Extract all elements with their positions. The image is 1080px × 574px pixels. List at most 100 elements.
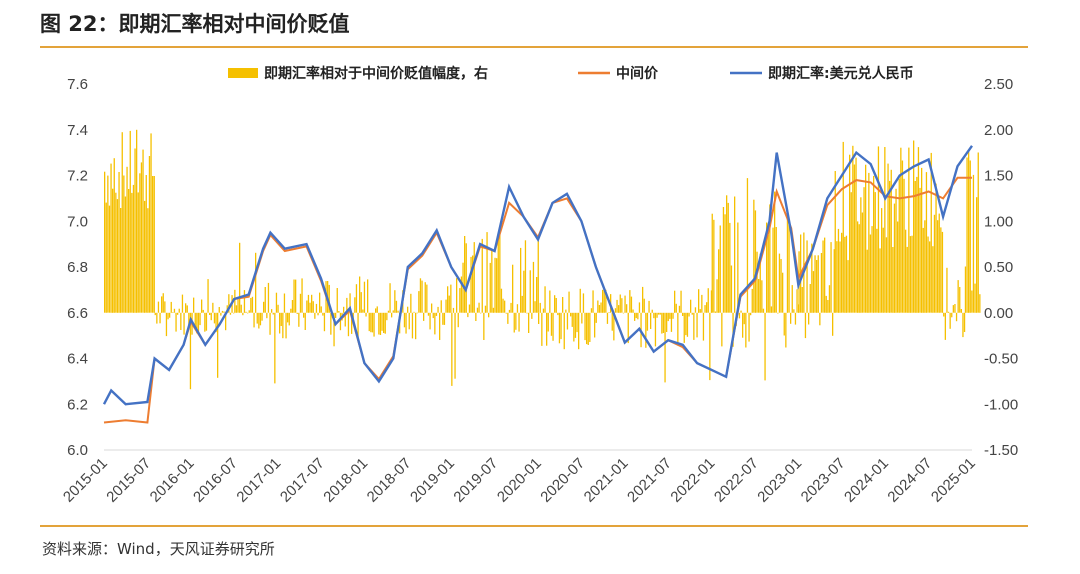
bar: [734, 196, 736, 313]
bar: [291, 300, 294, 313]
bar: [355, 284, 358, 313]
bar: [761, 280, 763, 313]
bar: [534, 301, 536, 313]
bar: [756, 251, 758, 313]
bar: [188, 312, 190, 326]
bar: [661, 312, 663, 334]
bar: [879, 248, 881, 313]
bar: [666, 312, 668, 332]
bar: [780, 259, 782, 313]
bar: [706, 302, 708, 313]
bar: [307, 294, 310, 313]
bar: [283, 293, 286, 313]
bar: [152, 176, 154, 313]
bar: [558, 312, 561, 344]
bar: [594, 312, 596, 338]
bar: [293, 279, 295, 313]
bar: [938, 213, 940, 313]
bar: [177, 312, 179, 315]
bar: [391, 312, 393, 318]
bar: [410, 293, 412, 313]
bar: [250, 298, 252, 313]
bar: [699, 309, 701, 313]
bar: [597, 300, 599, 313]
bar: [267, 282, 270, 313]
bar: [889, 180, 891, 313]
bar: [849, 154, 851, 313]
bar: [116, 199, 119, 313]
bar: [654, 312, 657, 347]
bar: [368, 312, 370, 332]
bar: [645, 312, 647, 348]
bar: [459, 288, 461, 313]
bar: [228, 294, 230, 313]
bar: [834, 171, 836, 313]
bar: [136, 129, 138, 313]
bar: [378, 312, 380, 335]
bar: [255, 252, 257, 313]
legend-label-spot: 即期汇率:美元兑人民币: [768, 65, 914, 82]
bar: [243, 290, 246, 313]
bar: [584, 312, 586, 341]
x-tick-label: 2024-07: [884, 455, 935, 506]
bar: [796, 289, 798, 313]
bar: [806, 240, 808, 313]
bar: [528, 312, 530, 333]
bar: [906, 246, 908, 313]
bar: [592, 290, 594, 313]
bar: [811, 243, 813, 313]
bar: [486, 232, 488, 313]
bar: [809, 284, 811, 313]
bar: [271, 309, 273, 313]
bar: [877, 146, 880, 313]
bar: [173, 308, 176, 313]
bar: [328, 284, 330, 313]
bar: [154, 312, 156, 316]
bar: [445, 299, 447, 313]
bar: [913, 140, 915, 313]
bar: [359, 276, 361, 313]
bar: [632, 309, 634, 313]
bar: [480, 312, 482, 314]
bar: [605, 289, 607, 313]
bar: [929, 241, 931, 313]
x-tick-label: 2015-07: [103, 455, 154, 506]
bar: [269, 312, 271, 335]
bar: [732, 312, 734, 347]
bar: [576, 312, 578, 333]
bar: [696, 312, 698, 338]
bar: [658, 312, 660, 315]
bar: [418, 291, 420, 313]
bar: [105, 202, 107, 313]
x-tick-label: 2022-07: [711, 455, 762, 506]
bar: [701, 294, 703, 313]
bar: [518, 312, 520, 332]
bar: [812, 271, 815, 313]
bar: [239, 242, 241, 313]
bar: [323, 312, 326, 332]
bar: [389, 283, 391, 313]
left-tick-label: 6.6: [67, 305, 88, 322]
bar: [648, 300, 650, 313]
bar: [162, 293, 164, 313]
bar-series: [104, 129, 981, 390]
bar: [600, 302, 602, 313]
bar: [237, 299, 239, 313]
bar: [626, 304, 628, 313]
bar: [465, 243, 467, 313]
bar: [437, 306, 439, 313]
right-tick-label: -0.50: [984, 351, 1018, 368]
bar: [287, 312, 289, 323]
bar: [622, 312, 625, 314]
bar: [526, 312, 528, 314]
bar: [375, 308, 377, 313]
bar: [205, 312, 208, 331]
bar: [201, 299, 203, 313]
bar: [814, 255, 816, 313]
bar: [510, 302, 512, 313]
bar: [618, 305, 620, 313]
bar: [298, 312, 300, 327]
bar: [531, 312, 533, 319]
bar: [351, 312, 353, 334]
left-tick-label: 7.2: [67, 168, 88, 185]
